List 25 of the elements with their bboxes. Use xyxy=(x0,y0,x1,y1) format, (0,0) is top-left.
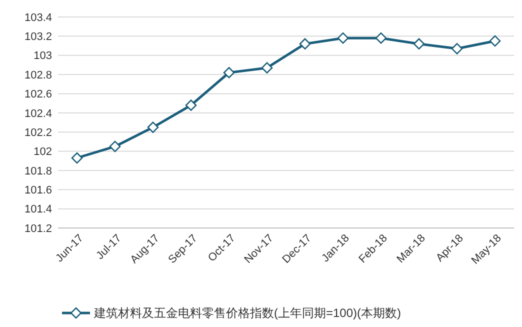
point xyxy=(71,152,83,164)
y-tick-label: 103 xyxy=(34,50,52,62)
y-tick-label: 101.8 xyxy=(24,165,52,178)
point xyxy=(109,140,121,152)
point xyxy=(451,43,463,54)
point xyxy=(299,38,311,50)
point xyxy=(375,32,387,44)
point xyxy=(261,62,273,74)
y-tick-label: 101.6 xyxy=(24,184,52,196)
y-tick-label: 101.2 xyxy=(24,222,52,235)
y-tick-label: 102.4 xyxy=(24,108,52,120)
point xyxy=(147,122,159,133)
point xyxy=(413,38,425,50)
y-tick-label: 102.2 xyxy=(24,126,52,139)
y-tick-label: 102 xyxy=(34,146,52,158)
point xyxy=(489,35,501,47)
legend-label: 建筑材料及五金电料零售价格指数(上年同期=100)(本期数) xyxy=(93,306,402,320)
point xyxy=(223,66,235,78)
y-tick-label: 102.8 xyxy=(24,69,52,82)
y-tick-label: 103.4 xyxy=(24,12,52,24)
point xyxy=(185,100,197,111)
y-tick-label: 101.4 xyxy=(24,204,52,216)
y-tick-label: 103.2 xyxy=(24,31,52,44)
point xyxy=(337,32,349,44)
y-tick-label: 102.6 xyxy=(24,88,52,101)
